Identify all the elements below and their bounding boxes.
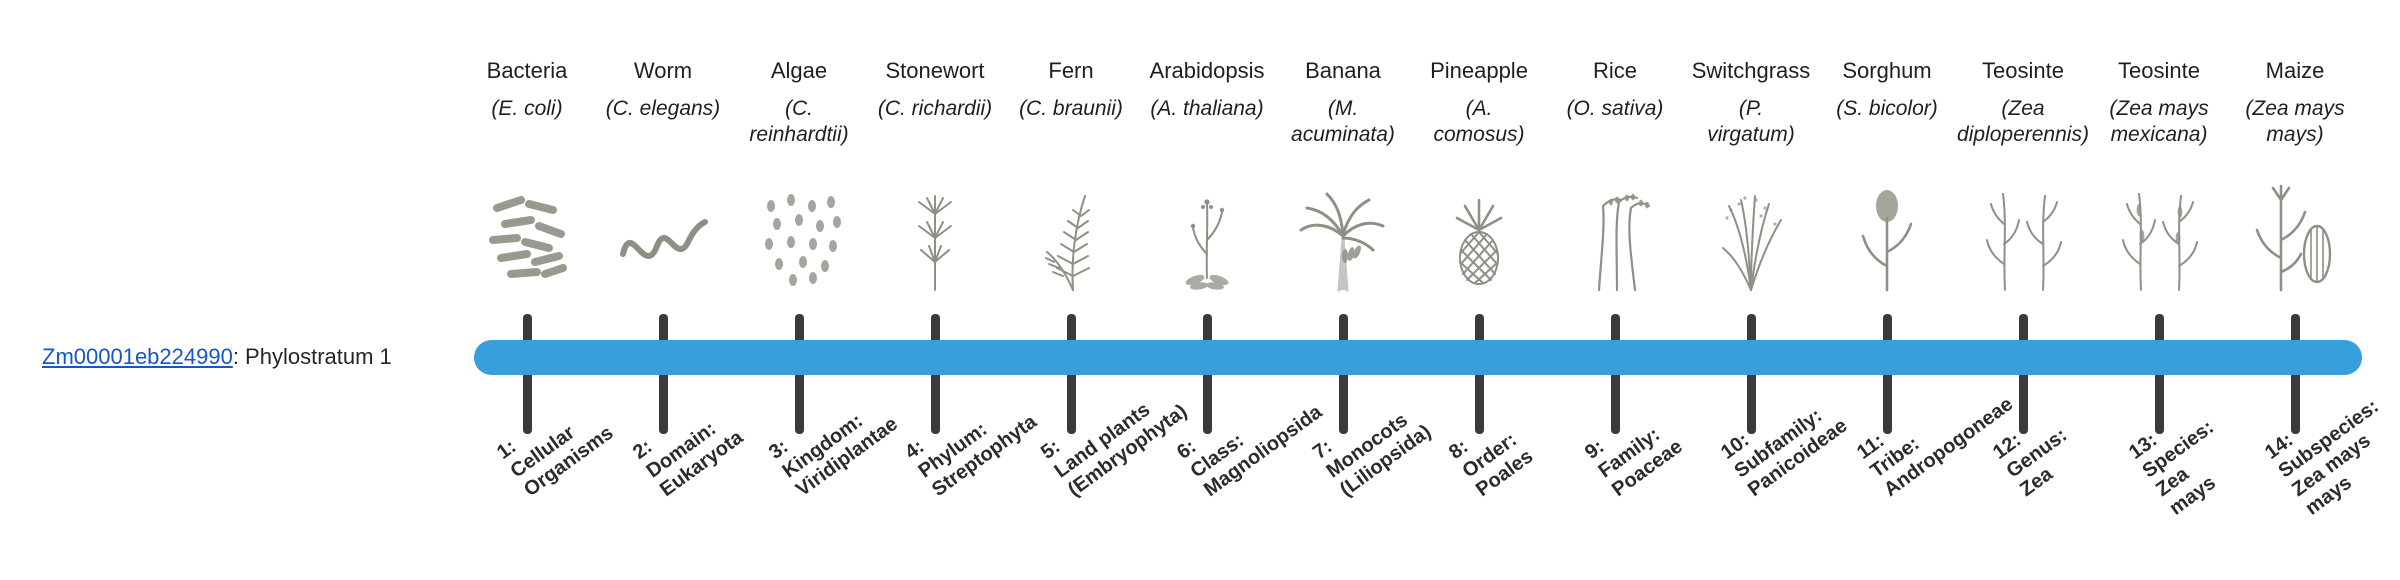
phylostratum-stage-label: 12: Genus: Zea — [1989, 424, 2072, 502]
organism-scientific-name: (M. acuminata) — [1291, 97, 1395, 146]
organism-common-name: Rice — [1592, 58, 1637, 83]
phylostratum-stage-label: 8: Order: Poales — [1445, 428, 1538, 502]
teosinte-illustration — [1948, 163, 2098, 295]
phylostratum-column: Arabidopsis (A. thaliana) 6: Class: Magn… — [1132, 0, 1327, 580]
organism-scientific-name: (C. reinhardtii) — [749, 97, 849, 146]
organism-scientific-name: (C. richardii) — [877, 97, 993, 120]
organism-common-name: Maize — [2265, 58, 2325, 83]
phylostratum-column: Maize (Zea mays mays) 14: Subspecies: Ze… — [2220, 0, 2382, 580]
organism-common-name: Arabidopsis — [1149, 58, 1265, 83]
organism-scientific-name: (O. sativa) — [1566, 97, 1664, 120]
organism-common-name: Pineapple — [1430, 58, 1528, 83]
organism-scientific-name: (Zea mays mexicana) — [2109, 97, 2209, 146]
gene-id-link[interactable]: Zm00001eb224990 — [42, 344, 233, 369]
phylostratum-column: Teosinte (Zea diploperennis) 12: Genus: … — [1948, 0, 2098, 580]
organism-scientific-name: (A. comosus) — [1433, 97, 1525, 146]
teosinte-mexicana-illustration — [2084, 163, 2234, 295]
organism-common-name: Stonewort — [885, 58, 985, 83]
bacteria-illustration — [452, 163, 602, 295]
phylostratum-stage-label: 14: Subspecies: Zea mays mays — [2261, 395, 2383, 520]
phylostratum-column: Sorghum (S. bicolor) 11: Tribe: Andropog… — [1812, 0, 2017, 580]
organism-scientific-name: (A. thaliana) — [1150, 97, 1264, 120]
arabidopsis-illustration — [1132, 163, 1282, 295]
phylostratum-column: Banana (M. acuminata) 7: Monocots (Lilio… — [1268, 0, 1435, 580]
phylostratum-column: Pineapple (A. comosus) 8: Order: Poales — [1404, 0, 1554, 580]
phylostratum-column: Algae (C. reinhardtii) 3: Kingdom: Virid… — [724, 0, 901, 580]
gene-label: Zm00001eb224990: Phylostratum 1 — [42, 343, 392, 371]
organism-scientific-name: (Zea mays mays) — [2245, 97, 2345, 146]
organism-scientific-name: (C. braunii) — [1019, 97, 1123, 120]
phylostratum-column: Bacteria (E. coli) 1: Cellular Organisms — [452, 0, 618, 580]
phylostratum-column: Stonewort (C. richardii) 4: Phylum: Stre… — [860, 0, 1041, 580]
stonewort-illustration — [860, 163, 1010, 295]
worm-illustration — [588, 163, 738, 295]
organism-scientific-name: (S. bicolor) — [1836, 97, 1938, 120]
phylostratum-stage-label: 9: Family: Poaceae — [1581, 423, 1687, 502]
rice-illustration — [1540, 163, 1690, 295]
organism-common-name: Switchgrass — [1691, 58, 1811, 83]
algae-illustration — [724, 163, 874, 295]
fern-illustration — [996, 163, 1146, 295]
organism-scientific-name: (Zea diploperennis) — [1957, 97, 2089, 146]
pineapple-illustration — [1404, 163, 1554, 295]
organism-common-name: Algae — [770, 58, 828, 83]
organism-scientific-name: (C. elegans) — [605, 97, 721, 120]
switchgrass-illustration — [1676, 163, 1826, 295]
gene-phylostratum-text: : Phylostratum 1 — [232, 344, 392, 369]
banana-illustration — [1268, 163, 1418, 295]
phylostratum-column: Worm (C. elegans) 2: Domain: Eukaryota — [588, 0, 747, 580]
organism-common-name: Worm — [633, 58, 693, 83]
sorghum-illustration — [1812, 163, 1962, 295]
organism-scientific-name: (P. virgatum) — [1707, 97, 1795, 146]
phylostratum-column: Rice (O. sativa) 9: Family: Poaceae — [1540, 0, 1690, 580]
phylostratum-column: Teosinte (Zea mays mexicana) 13: Species… — [2084, 0, 2234, 580]
organism-scientific-name: (E. coli) — [491, 97, 563, 120]
organism-common-name: Sorghum — [1842, 58, 1932, 83]
organism-common-name: Fern — [1048, 58, 1094, 83]
phylostratum-column: Fern (C. braunii) 5: Land plants (Embryo… — [996, 0, 1191, 580]
phylostratum-column: Switchgrass (P. virgatum) 10: Subfamily:… — [1676, 0, 1852, 580]
organism-common-name: Teosinte — [2118, 58, 2200, 83]
phylostratum-bar — [474, 340, 2362, 375]
organism-common-name: Bacteria — [486, 58, 568, 83]
organism-common-name: Teosinte — [1982, 58, 2064, 83]
maize-illustration — [2220, 163, 2370, 295]
organism-common-name: Banana — [1305, 58, 1381, 83]
